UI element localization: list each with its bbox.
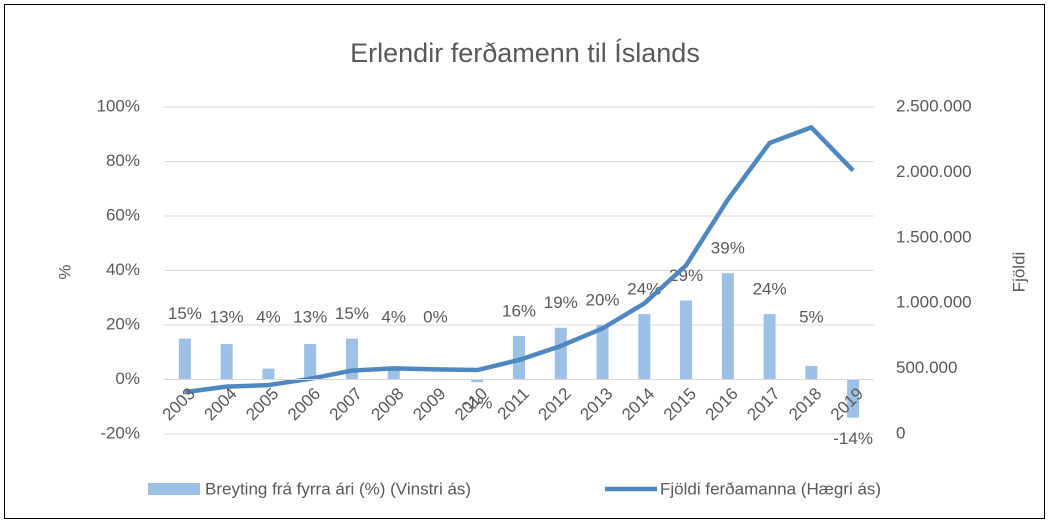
bar: [638, 314, 651, 380]
y2-tick-label: 0: [896, 423, 905, 442]
chart-border: [4, 4, 1045, 519]
data-label: 19%: [544, 293, 578, 312]
y-tick-label: 100%: [97, 96, 140, 115]
y2-tick-label: 500.000: [896, 358, 957, 377]
bar: [471, 379, 484, 383]
bar: [304, 344, 317, 380]
bar: [387, 368, 400, 380]
data-label: 15%: [335, 304, 369, 323]
y2-tick-label: 1.000.000: [896, 293, 972, 312]
data-label: 13%: [210, 307, 244, 326]
bar: [680, 300, 693, 380]
legend-swatch: [148, 483, 200, 495]
y-tick-label: -20%: [100, 423, 140, 442]
data-label: 24%: [753, 280, 787, 299]
y-tick-label: 60%: [106, 205, 140, 224]
y-tick-label: 80%: [106, 151, 140, 170]
bar: [596, 325, 609, 380]
data-label: 39%: [711, 239, 745, 258]
data-label: 13%: [293, 307, 327, 326]
chart-title: Erlendir ferðamenn til Íslands: [350, 38, 700, 68]
y2-tick-label: 2.000.000: [896, 162, 972, 181]
y-tick-label: 0%: [115, 369, 140, 388]
bar: [721, 273, 734, 380]
bar: [178, 338, 191, 380]
legend-label: Breyting frá fyrra ári (%) (Vinstri ás): [205, 479, 471, 498]
data-label: 4%: [256, 307, 281, 326]
bar: [847, 379, 860, 418]
data-label: -14%: [833, 429, 873, 448]
bar: [220, 344, 233, 380]
data-label: 16%: [502, 301, 536, 320]
bar: [763, 314, 776, 380]
data-label: 0%: [423, 307, 448, 326]
data-label: 5%: [799, 307, 824, 326]
y2-tick-label: 1.500.000: [896, 227, 972, 246]
data-label: 4%: [381, 307, 406, 326]
legend-label: Fjöldi ferðamanna (Hægri ás): [660, 479, 881, 498]
bar: [262, 368, 275, 380]
data-label: 15%: [168, 304, 202, 323]
data-label: 24%: [627, 280, 661, 299]
y2-axis-label: Fjöldi: [1009, 252, 1028, 293]
y2-tick-label: 2.500.000: [896, 96, 972, 115]
data-label: -1%: [462, 394, 492, 413]
bar: [805, 365, 818, 380]
line: [184, 125, 855, 395]
bar: [554, 327, 567, 380]
y-tick-label: 20%: [106, 314, 140, 333]
data-label: 20%: [586, 290, 620, 309]
y-axis-label: %: [55, 264, 74, 279]
y-tick-label: 40%: [106, 260, 140, 279]
